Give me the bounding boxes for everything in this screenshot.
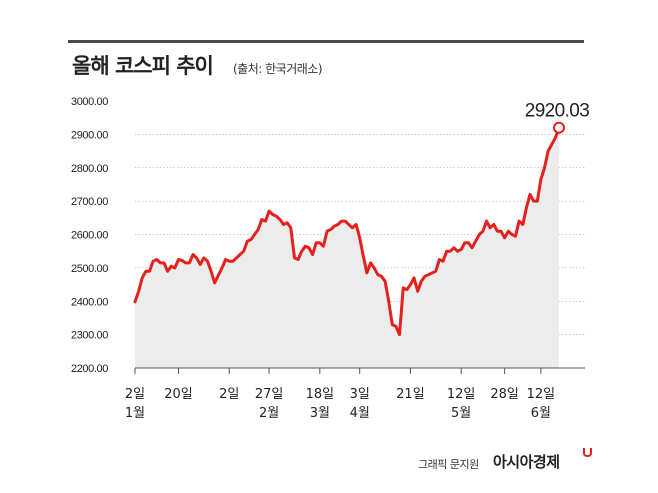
y-tick-label: 2900.00 <box>71 129 108 141</box>
y-axis-ticks: 3000.00 2900.00 2800.00 2700.00 2600.00 2500.… <box>71 96 109 375</box>
y-tick-label: 2500.00 <box>71 263 108 275</box>
x-tick-month-label: 1월 <box>125 406 145 421</box>
x-tick-month-label: 2월 <box>259 406 279 421</box>
title-rule <box>68 40 584 43</box>
series-line <box>133 126 561 337</box>
source-note: (출처: 한국거래소) <box>233 62 323 76</box>
y-tick-label: 2700.00 <box>71 196 108 208</box>
x-tick-day-label: 12일 <box>527 387 556 402</box>
y-tick-label: 3000.00 <box>71 96 108 108</box>
x-axis-ticks: 2일 1월 20일 2일 27일 2월 18일 3월 3일 4월 21일 12일 5월 28일 12일 6월 <box>125 368 555 421</box>
brand-logo: 아시아경제 <box>493 453 560 471</box>
x-tick-day-label: 2일 <box>125 387 145 402</box>
x-tick-month-label: 3월 <box>310 406 330 421</box>
x-tick-day-label: 18일 <box>306 387 335 402</box>
end-point-label: 2920.03 <box>525 101 590 122</box>
x-tick-month-label: 6월 <box>531 406 551 421</box>
x-tick-day-label: 20일 <box>164 387 193 402</box>
x-tick-day-label: 12일 <box>447 387 476 402</box>
x-tick-month-label: 5월 <box>451 406 471 421</box>
y-tick-label: 2200.00 <box>71 363 108 375</box>
x-tick-day-label: 2일 <box>219 387 239 402</box>
y-tick-label: 2400.00 <box>71 296 108 308</box>
x-tick-day-label: 28일 <box>490 387 519 402</box>
y-tick-label: 2300.00 <box>71 330 108 342</box>
y-tick-label: 2800.00 <box>71 163 108 175</box>
x-tick-day-label: 3일 <box>350 387 370 402</box>
y-tick-label: 2600.00 <box>71 230 108 242</box>
x-tick-month-label: 4월 <box>350 406 370 421</box>
x-tick-day-label: 27일 <box>255 387 284 402</box>
graphic-credit: 그래픽 문지원 <box>418 458 479 471</box>
area-fill <box>135 127 559 368</box>
x-tick-day-label: 21일 <box>396 387 425 402</box>
end-point-marker <box>553 121 565 134</box>
chart-title: 올해 코스피 추이 <box>72 54 214 78</box>
brand-mark-icon <box>583 448 592 457</box>
